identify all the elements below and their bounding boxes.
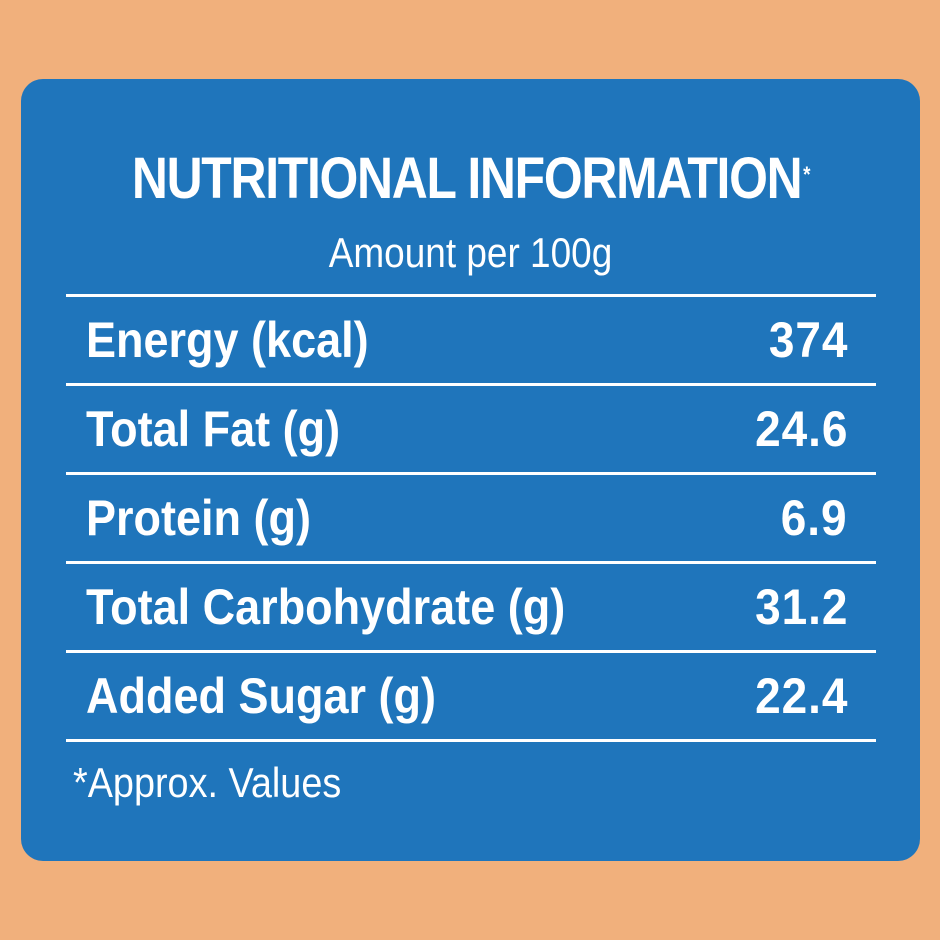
row-value: 31.2 xyxy=(754,579,848,635)
table-row: Total Fat (g) 24.6 xyxy=(66,386,876,475)
title-asterisk: * xyxy=(803,162,810,187)
nutrition-title: NUTRITIONAL INFORMATION* xyxy=(84,149,857,209)
row-label: Protein (g) xyxy=(86,490,311,546)
table-row: Energy (kcal) 374 xyxy=(66,297,876,386)
row-label: Total Fat (g) xyxy=(86,401,341,457)
row-label: Energy (kcal) xyxy=(86,312,369,368)
footnote: *Approx. Values xyxy=(73,759,342,806)
row-label: Total Carbohydrate (g) xyxy=(86,579,566,635)
nutrition-panel: NUTRITIONAL INFORMATION* Amount per 100g… xyxy=(21,79,920,861)
row-label: Added Sugar (g) xyxy=(86,668,436,724)
table-row: Protein (g) 6.9 xyxy=(66,475,876,564)
serving-subtitle: Amount per 100g xyxy=(328,229,613,276)
title-text: NUTRITIONAL INFORMATION xyxy=(131,146,803,211)
nutrition-table: Energy (kcal) 374 Total Fat (g) 24.6 Pro… xyxy=(66,294,876,742)
row-value: 22.4 xyxy=(754,668,848,724)
row-value: 24.6 xyxy=(754,401,848,457)
table-row: Total Carbohydrate (g) 31.2 xyxy=(66,564,876,653)
row-value: 6.9 xyxy=(781,490,848,546)
row-value: 374 xyxy=(768,312,848,368)
table-row: Added Sugar (g) 22.4 xyxy=(66,653,876,742)
